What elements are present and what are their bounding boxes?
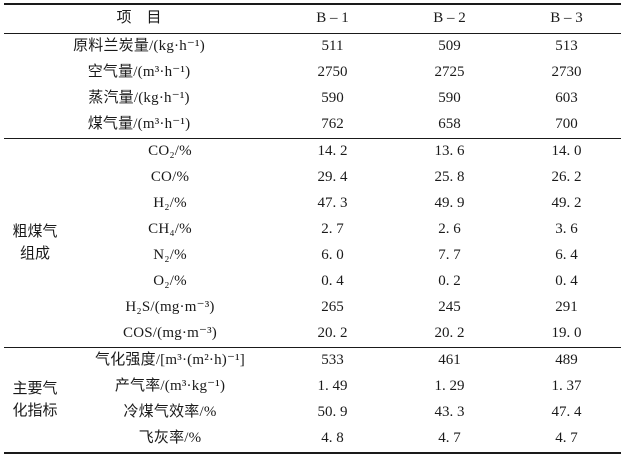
- cell-value: 49. 2: [551, 195, 582, 212]
- row-label: 空气量/(m³·h⁻¹): [87, 64, 191, 81]
- cell-value: 590: [321, 90, 344, 107]
- cell-value: 2725: [434, 64, 465, 81]
- group-label-main-indicators: 主要气 化指标: [4, 347, 66, 453]
- cell-value: 3. 6: [555, 221, 578, 238]
- cell-value: 7. 7: [438, 247, 461, 264]
- data-table: 项 目 B – 1 B – 2 B – 3 原料兰炭量/(kg·h⁻¹) 511…: [4, 3, 621, 454]
- cell-value: 6. 0: [321, 247, 344, 264]
- row-label: 蒸汽量/(kg·h⁻¹): [88, 90, 190, 107]
- cell-value: 511: [321, 38, 344, 55]
- cell-value: 14. 2: [274, 138, 392, 165]
- table-row: CO/% 29. 4 25. 8 26. 2: [4, 165, 621, 191]
- table-row: H₂S/(mg·m⁻³) 265 245 291: [4, 295, 621, 321]
- header-row: 项 目 B – 1 B – 2 B – 3: [4, 4, 621, 34]
- cell-value: 461: [391, 347, 509, 374]
- row-label: 冷煤气效率/%: [123, 404, 217, 421]
- header-col-b2: B – 2: [391, 4, 509, 34]
- row-label: H₂S/(mg·m⁻³): [125, 299, 215, 316]
- cell-value: 2. 7: [321, 221, 344, 238]
- table-row: COS/(mg·m⁻³) 20. 2 20. 2 19. 0: [4, 321, 621, 348]
- cell-value: 19. 0: [551, 325, 582, 342]
- cell-value: 603: [555, 90, 578, 107]
- cell-value: 533: [274, 347, 392, 374]
- cell-value: 590: [438, 90, 461, 107]
- cell-value: 0. 4: [555, 273, 578, 290]
- table-row: 飞灰率/% 4. 8 4. 7 4. 7: [4, 426, 621, 453]
- table-row: 原料兰炭量/(kg·h⁻¹) 511 509 513: [4, 34, 621, 61]
- row-label: O₂/%: [153, 273, 187, 290]
- cell-value: 1. 37: [551, 378, 582, 395]
- cell-value: 13. 6: [391, 138, 509, 165]
- header-col-b1: B – 1: [274, 4, 392, 34]
- table-row: 主要气 化指标 气化强度/[m³·(m²·h)⁻¹] 533 461 489: [4, 347, 621, 453]
- table-row: N₂/% 6. 0 7. 7 6. 4: [4, 243, 621, 269]
- cell-value: 4. 7: [555, 430, 578, 447]
- cell-value: 762: [321, 116, 344, 133]
- cell-value: 20. 2: [317, 325, 348, 342]
- table-row: 冷煤气效率/% 50. 9 43. 3 47. 4: [4, 400, 621, 426]
- group-label-crude-gas: 粗煤气 组成: [4, 138, 66, 348]
- cell-value: 49. 9: [434, 195, 465, 212]
- table-row: H₂/% 47. 3 49. 9 49. 2: [4, 191, 621, 217]
- row-label: 气化强度/[m³·(m²·h)⁻¹]: [66, 347, 275, 374]
- row-label: CO₂/%: [66, 138, 275, 165]
- table-row: 空气量/(m³·h⁻¹) 2750 2725 2730: [4, 60, 621, 86]
- cell-value: 513: [555, 38, 578, 55]
- cell-value: 1. 29: [434, 378, 465, 395]
- row-label: 飞灰率/%: [138, 430, 202, 447]
- cell-value: 47. 3: [317, 195, 348, 212]
- table-row: 产气率/(m³·kg⁻¹) 1. 49 1. 29 1. 37: [4, 374, 621, 400]
- cell-value: 245: [438, 299, 461, 316]
- cell-value: 50. 9: [317, 404, 348, 421]
- row-label: N₂/%: [153, 247, 187, 264]
- row-label: COS/(mg·m⁻³): [123, 325, 217, 342]
- cell-value: 2730: [551, 64, 582, 81]
- cell-value: 0. 4: [321, 273, 344, 290]
- cell-value: 20. 2: [434, 325, 465, 342]
- cell-value: 509: [438, 38, 461, 55]
- cell-value: 43. 3: [434, 404, 465, 421]
- cell-value: 1. 49: [317, 378, 348, 395]
- cell-value: 6. 4: [555, 247, 578, 264]
- cell-value: 658: [438, 116, 461, 133]
- table-row: 煤气量/(m³·h⁻¹) 762 658 700: [4, 112, 621, 139]
- cell-value: 29. 4: [317, 169, 348, 186]
- cell-value: 47. 4: [551, 404, 582, 421]
- row-label: 产气率/(m³·kg⁻¹): [114, 378, 226, 395]
- table-row: CH₄/% 2. 7 2. 6 3. 6: [4, 217, 621, 243]
- cell-value: 0. 2: [438, 273, 461, 290]
- cell-value: 265: [321, 299, 344, 316]
- cell-value: 2750: [317, 64, 348, 81]
- cell-value: 26. 2: [551, 169, 582, 186]
- cell-value: 4. 7: [438, 430, 461, 447]
- header-item: 项 目: [4, 4, 275, 34]
- cell-value: 2. 6: [438, 221, 461, 238]
- cell-value: 25. 8: [434, 169, 465, 186]
- row-label: CO/%: [150, 169, 190, 186]
- row-label: H₂/%: [153, 195, 187, 212]
- cell-value: 700: [555, 116, 578, 133]
- row-label: 煤气量/(m³·h⁻¹): [87, 116, 191, 133]
- cell-value: 4. 8: [321, 430, 344, 447]
- table-row: O₂/% 0. 4 0. 2 0. 4: [4, 269, 621, 295]
- cell-value: 14. 0: [508, 138, 621, 165]
- table-row: 蒸汽量/(kg·h⁻¹) 590 590 603: [4, 86, 621, 112]
- row-label: CH₄/%: [148, 221, 192, 238]
- cell-value: 291: [555, 299, 578, 316]
- table-row: 粗煤气 组成 CO₂/% 14. 2 13. 6 14. 0: [4, 138, 621, 348]
- cell-value: 489: [508, 347, 621, 374]
- header-col-b3: B – 3: [508, 4, 621, 34]
- row-label: 原料兰炭量/(kg·h⁻¹): [73, 38, 205, 55]
